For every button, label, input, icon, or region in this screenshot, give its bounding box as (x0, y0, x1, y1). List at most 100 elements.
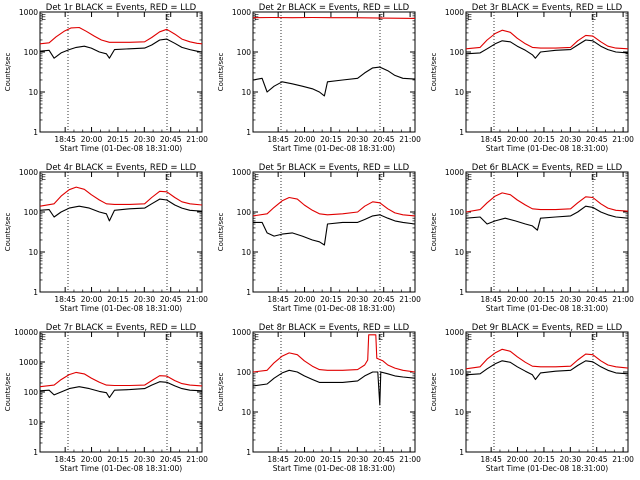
x-tick-label: 21:00 (186, 295, 208, 304)
x-tick-label: 20:00 (507, 295, 529, 304)
x-tick-label: 21:00 (612, 455, 634, 464)
x-tick-label: 18:45 (480, 135, 502, 144)
x-tick-label: 18:45 (54, 455, 76, 464)
corner-label: E (467, 333, 472, 342)
events-series-line (39, 381, 203, 399)
x-tick-label: 20:30 (560, 295, 582, 304)
detector-chart-3: Det 3r BLACK = Events, RED = LLD 1 10 100 10… (430, 3, 634, 153)
y-axis-label: Counts/sec (4, 373, 12, 412)
x-tick-label: 20:15 (533, 295, 555, 304)
y-tick-label: 1000 (445, 328, 464, 337)
chart-title: Det 8r BLACK = Events, RED = LLD (259, 323, 410, 333)
lld-series-line (465, 29, 629, 50)
x-tick-label: 20:45 (373, 295, 395, 304)
y-tick-label: 100 (24, 48, 39, 57)
x-tick-label: 18:45 (54, 295, 76, 304)
x-tick-label: 21:00 (612, 135, 634, 144)
x-tick-label: 20:30 (347, 135, 369, 144)
y-tick-label: 100 (237, 368, 252, 377)
y-tick-label: 10000 (14, 328, 38, 337)
y-tick-label: 10 (241, 408, 251, 417)
x-tick-label: 20:45 (160, 135, 182, 144)
y-tick-label: 1 (33, 128, 38, 137)
y-tick-label: 100 (450, 208, 465, 217)
corner-label: E (41, 13, 46, 22)
chart-title: Det 1r BLACK = Events, RED = LLD (46, 3, 197, 13)
y-axis-label: Counts/sec (4, 53, 12, 92)
y-tick-label: 100 (237, 48, 252, 57)
x-axis-label: Start Time (01-Dec-08 18:31:00) (273, 304, 395, 313)
y-tick-label: 1000 (19, 168, 38, 177)
y-axis-label: Counts/sec (430, 213, 438, 252)
x-tick-label: 21:00 (186, 135, 208, 144)
x-axis-label: Start Time (01-Dec-08 18:31:00) (60, 304, 182, 313)
y-tick-label: 10 (454, 408, 464, 417)
x-tick-label: 18:45 (267, 455, 289, 464)
lld-series-line (39, 371, 203, 388)
y-tick-label: 1 (459, 128, 464, 137)
x-tick-label: 20:00 (81, 135, 103, 144)
x-tick-label: 20:15 (107, 295, 129, 304)
corner-label: E (467, 173, 472, 182)
x-tick-label: 18:45 (267, 135, 289, 144)
y-tick-label: 1000 (232, 328, 251, 337)
y-tick-label: 100 (450, 368, 465, 377)
y-tick-label: 100 (24, 388, 39, 397)
corner-label: E (165, 333, 170, 342)
x-tick-label: 20:30 (134, 295, 156, 304)
x-tick-label: 20:45 (586, 455, 608, 464)
lld-series-line (252, 334, 416, 373)
x-tick-label: 21:00 (399, 135, 421, 144)
x-axis-label: Start Time (01-Dec-08 18:31:00) (273, 144, 395, 153)
x-tick-label: 20:30 (347, 295, 369, 304)
x-axis-label: Start Time (01-Dec-08 18:31:00) (486, 144, 608, 153)
events-series-line (252, 66, 416, 97)
corner-label: E (165, 173, 170, 182)
chart-title: Det 2r BLACK = Events, RED = LLD (259, 3, 410, 13)
x-tick-label: 20:00 (81, 295, 103, 304)
lld-series-line (39, 26, 203, 45)
y-tick-label: 10 (28, 248, 38, 257)
x-tick-label: 20:45 (586, 295, 608, 304)
detector-chart-1: Det 1r BLACK = Events, RED = LLD 1 10 100 10… (4, 3, 208, 153)
chart-title: Det 5r BLACK = Events, RED = LLD (259, 163, 410, 173)
plot-frame (465, 171, 629, 293)
x-tick-label: 20:30 (347, 455, 369, 464)
y-tick-label: 10 (454, 248, 464, 257)
x-tick-label: 20:15 (320, 455, 342, 464)
x-tick-label: 20:00 (294, 455, 316, 464)
y-tick-label: 1000 (445, 168, 464, 177)
plot-frame (465, 11, 629, 133)
y-tick-label: 1 (246, 128, 251, 137)
y-tick-label: 10 (28, 88, 38, 97)
x-axis-label: Start Time (01-Dec-08 18:31:00) (486, 464, 608, 473)
y-axis-label: Counts/sec (217, 213, 225, 252)
y-tick-label: 10 (241, 248, 251, 257)
x-tick-label: 20:00 (507, 135, 529, 144)
detector-chart-7: Det 7r BLACK = Events, RED = LLD 1 10 100 10… (4, 323, 208, 473)
detector-chart-9: Det 9r BLACK = Events, RED = LLD 1 10 100 10… (430, 323, 634, 473)
y-tick-label: 100 (450, 48, 465, 57)
y-tick-label: 1 (33, 448, 38, 457)
chart-title: Det 7r BLACK = Events, RED = LLD (46, 323, 197, 333)
chart-title: Det 9r BLACK = Events, RED = LLD (472, 323, 623, 333)
corner-label: E (467, 13, 472, 22)
corner-label: E (591, 173, 596, 182)
x-tick-label: 18:45 (54, 135, 76, 144)
x-tick-label: 20:00 (294, 295, 316, 304)
plot-frame (39, 11, 203, 133)
events-series-line (465, 360, 629, 381)
y-tick-label: 1 (246, 288, 251, 297)
events-series-line (253, 214, 416, 246)
x-tick-label: 21:00 (399, 455, 421, 464)
events-series-line (252, 369, 416, 406)
x-tick-label: 18:45 (480, 455, 502, 464)
corner-label: E (165, 13, 170, 22)
corner-label: E (378, 333, 383, 342)
x-tick-label: 20:00 (294, 135, 316, 144)
events-series-line (39, 38, 203, 59)
lld-series-line (252, 16, 416, 19)
x-tick-label: 18:45 (267, 295, 289, 304)
y-axis-label: Counts/sec (217, 373, 225, 412)
y-tick-label: 1000 (232, 168, 251, 177)
